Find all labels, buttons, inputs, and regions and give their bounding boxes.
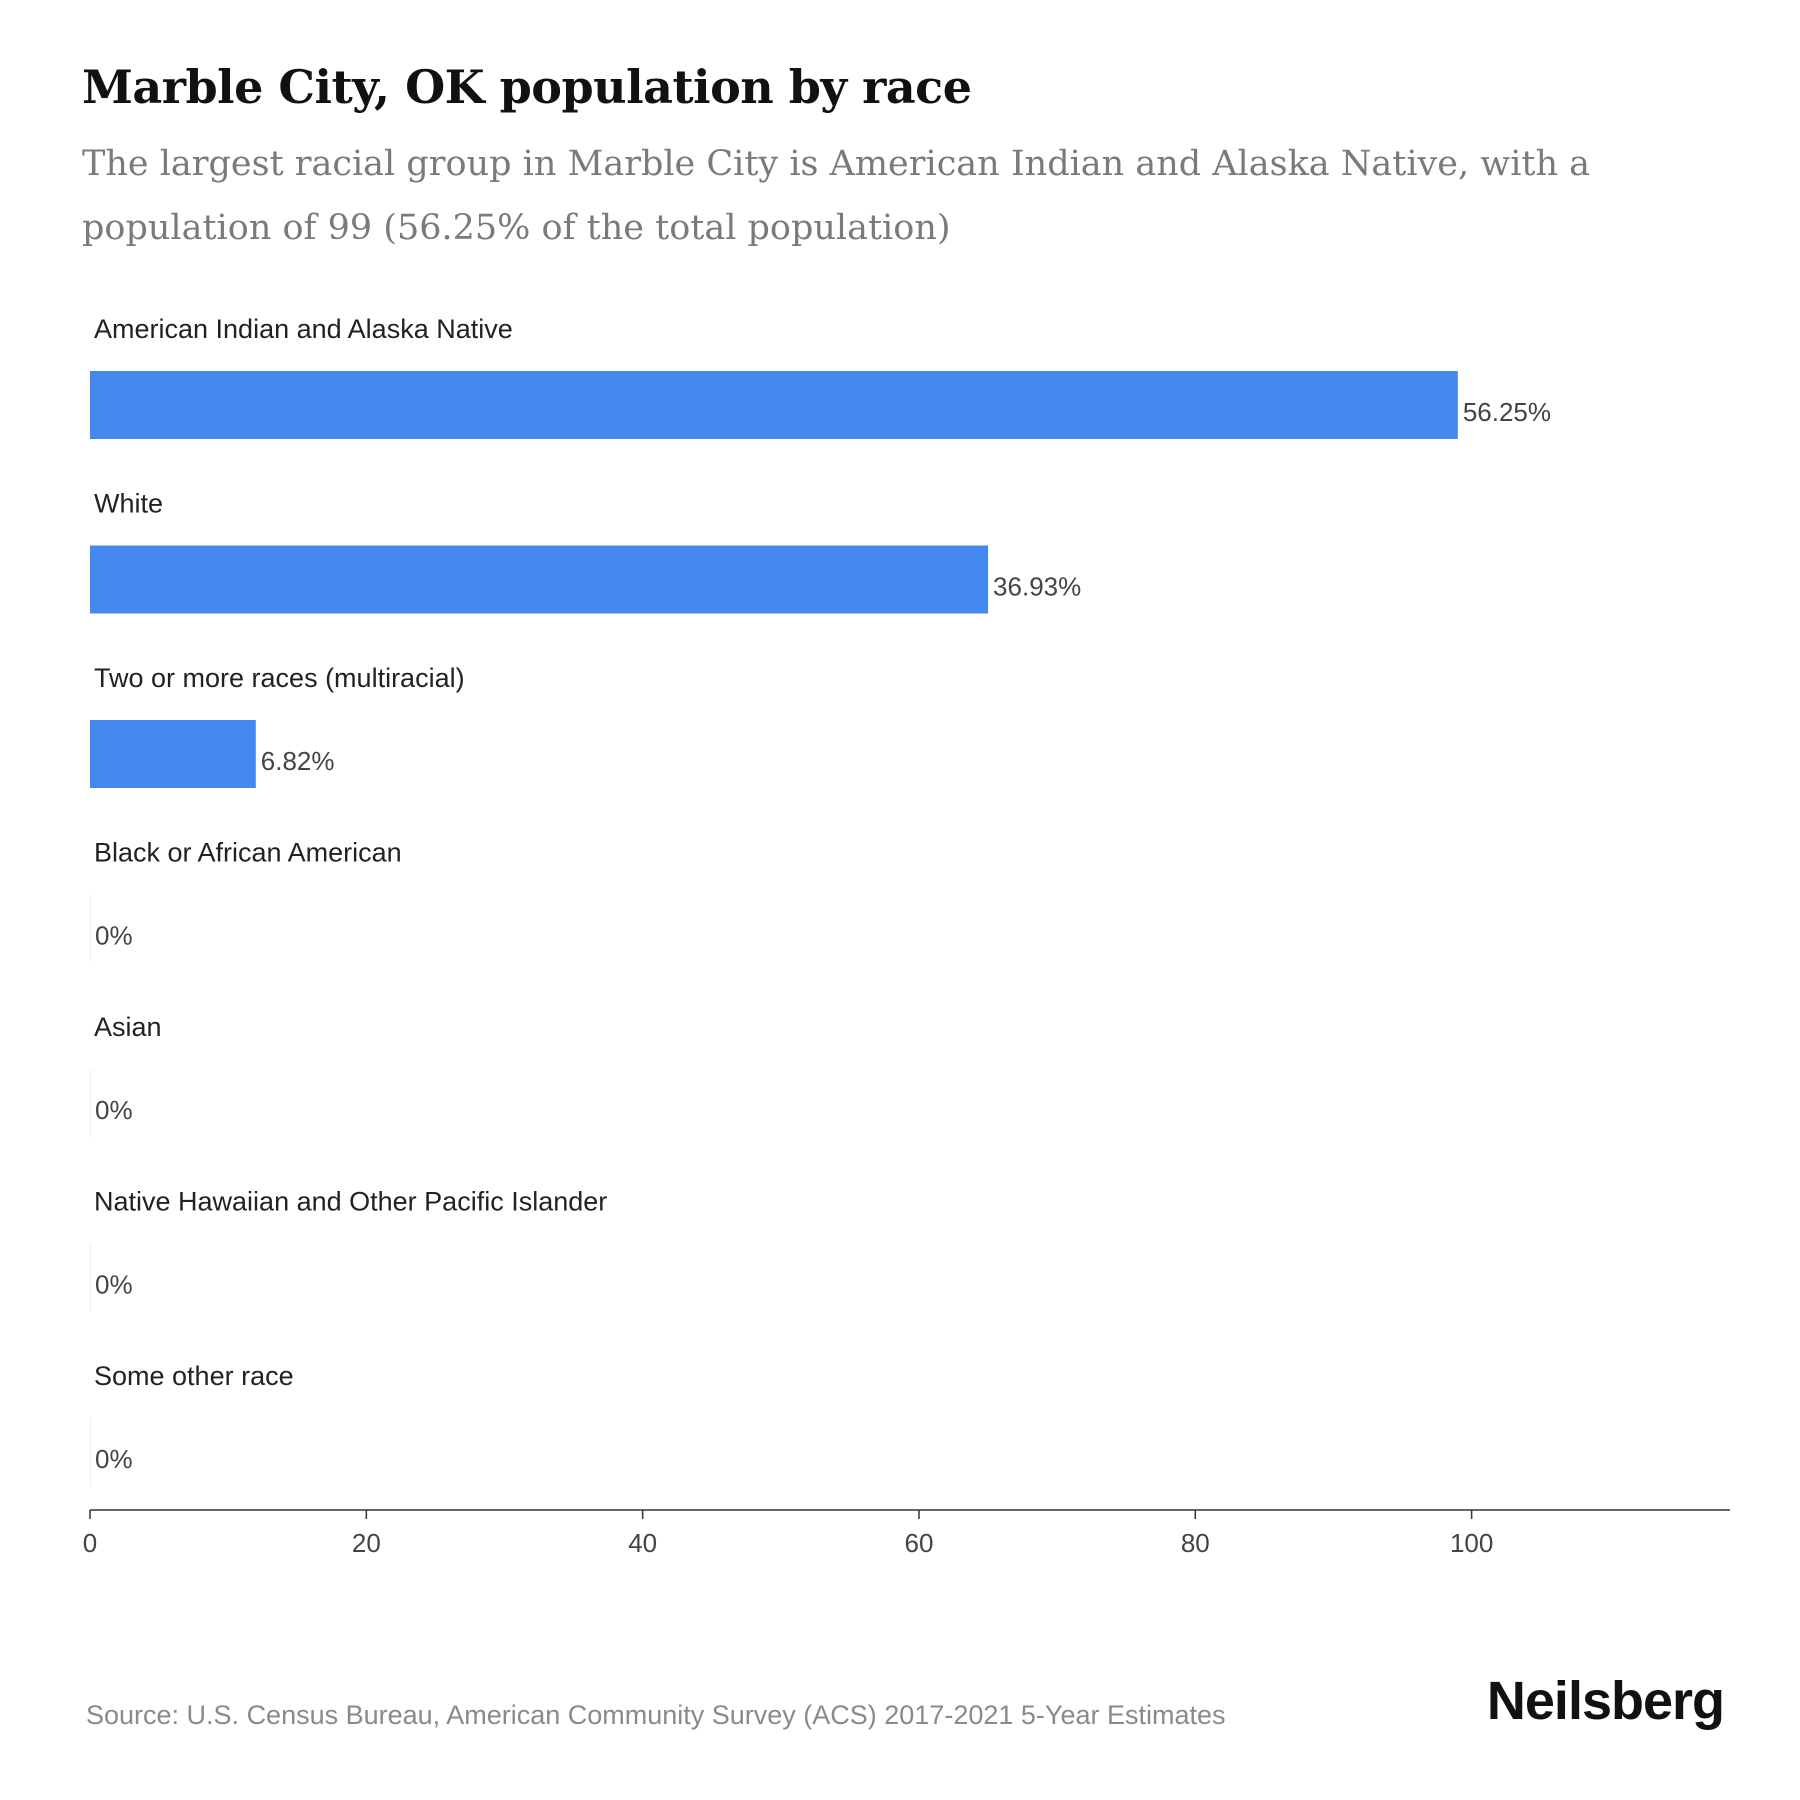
bar [90,545,989,614]
value-label: 0% [95,1095,133,1125]
value-label: 0% [95,1270,133,1300]
value-label: 36.93% [993,572,1081,602]
category-label: Some other race [94,1361,294,1391]
value-label: 0% [95,1444,133,1474]
category-label: American Indian and Alaska Native [94,314,513,344]
brand-logo: Neilsberg [1486,1671,1725,1731]
x-tick-label: 0 [83,1528,97,1558]
category-label: Black or African American [94,838,402,868]
value-label: 6.82% [261,746,335,776]
chart-title: Marble City, OK population by race [82,60,972,114]
x-tick-label: 20 [352,1528,381,1558]
x-tick-label: 100 [1450,1528,1493,1558]
x-tick-label: 80 [1181,1528,1210,1558]
category-label: White [94,489,163,519]
bar [90,371,1458,439]
x-tick-label: 40 [628,1528,657,1558]
chart-subtitle: The largest racial group in Marble City … [82,144,1591,248]
category-label: Two or more races (multiracial) [94,663,465,693]
source-note: Source: U.S. Census Bureau, American Com… [86,1700,1226,1730]
bar [90,720,256,788]
value-label: 0% [95,921,133,951]
x-tick-label: 60 [905,1528,934,1558]
value-label: 56.25% [1463,397,1551,427]
category-label: Native Hawaiian and Other Pacific Island… [94,1187,607,1217]
category-label: Asian [94,1012,162,1042]
